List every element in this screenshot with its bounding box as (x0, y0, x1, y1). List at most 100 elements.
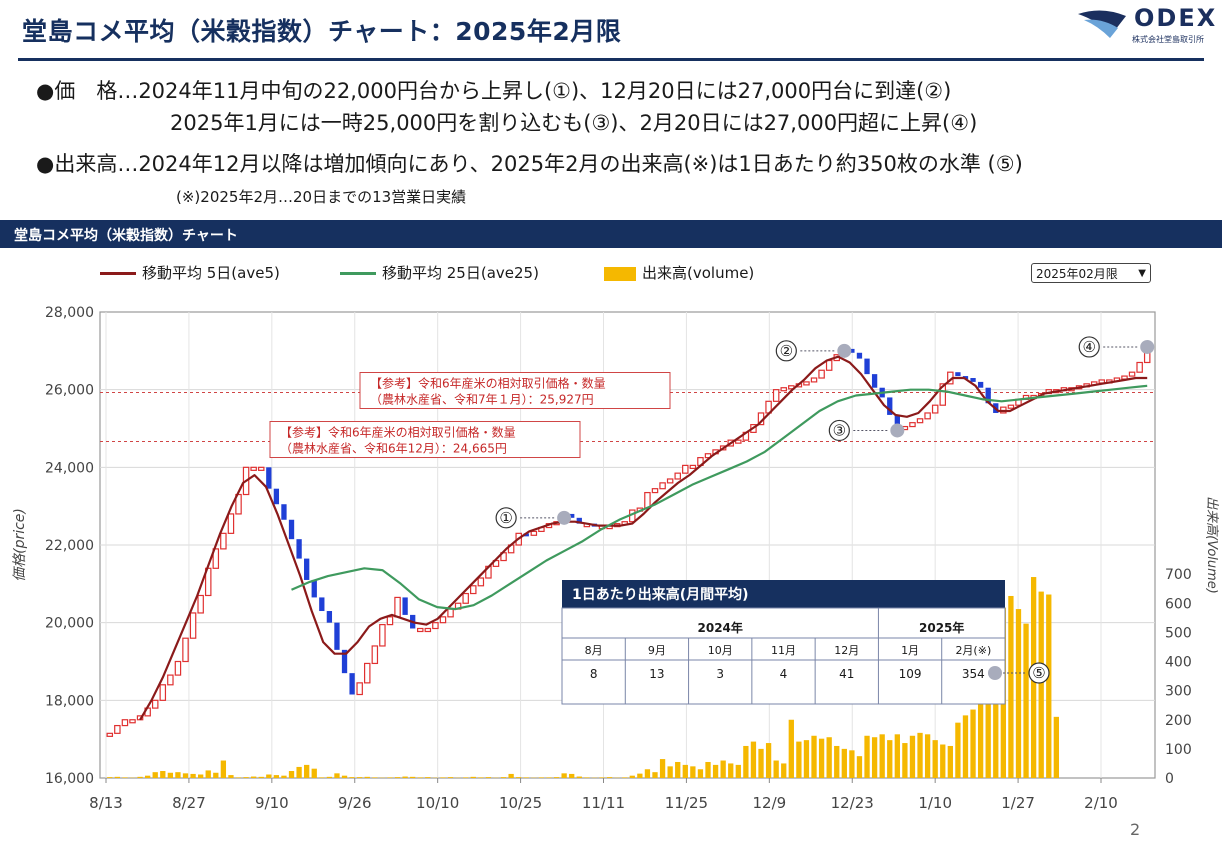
volume-bar (917, 732, 923, 778)
candle-up (492, 559, 500, 567)
y-tick-label: 16,000 (45, 771, 94, 787)
candle-up (1053, 389, 1060, 394)
volume-bar (818, 738, 825, 778)
candle-up (704, 453, 712, 459)
candle-up (530, 530, 538, 536)
volume-bar (372, 777, 378, 778)
x-tick-label: 8/27 (172, 794, 206, 812)
volume-bar (796, 741, 802, 778)
volume-bar (887, 740, 893, 778)
candle-up (1060, 387, 1068, 392)
volume-bar (144, 775, 151, 778)
volume-bar (667, 766, 673, 778)
volume-bar (652, 772, 658, 778)
y-tick-label: 26,000 (45, 383, 94, 399)
candle-up (242, 466, 250, 496)
volume-bar (122, 777, 128, 778)
volume-bar (629, 775, 635, 778)
candle-up (818, 369, 825, 379)
y-axis-title: 価格(price) (12, 508, 28, 582)
volume-bar (508, 773, 514, 778)
ma25-line (291, 384, 1148, 611)
volume-bar (758, 748, 764, 778)
candle-up (833, 354, 840, 362)
volume-tick-label: 400 (1165, 655, 1192, 671)
candle-up (621, 521, 628, 526)
volume-bar (712, 764, 719, 778)
volume-bar (235, 777, 242, 778)
candle-up (182, 637, 189, 663)
candle-up (750, 424, 757, 433)
volume-bar (137, 776, 143, 778)
volume-bar (841, 748, 847, 778)
annotation-circle (495, 507, 517, 529)
candle-up (417, 627, 424, 633)
candle-up (545, 523, 553, 529)
volume-bar (258, 776, 264, 778)
logo-wordmark: ODEX (1134, 4, 1218, 32)
candle-up (939, 383, 947, 406)
volume-bar (705, 761, 711, 778)
volume-bar (251, 776, 257, 778)
volume-bar (879, 734, 885, 778)
plot-area (99, 311, 1156, 779)
candle-down (864, 358, 870, 375)
x-tick-label: 10/10 (416, 794, 459, 812)
volume-tick-label: 100 (1165, 742, 1192, 758)
volume-tick-label: 500 (1165, 625, 1192, 641)
x-tick-label: 12/9 (752, 794, 786, 812)
volume-bar (485, 777, 492, 778)
volume-bar (720, 760, 726, 778)
volume-bar (220, 760, 227, 778)
x-tick-label: 2/10 (1084, 794, 1118, 812)
candle-down (871, 374, 878, 388)
contract-month-select[interactable]: 2025年02月限 ▼ (1031, 263, 1151, 283)
candle-down (576, 517, 582, 524)
candle-up (810, 377, 818, 383)
candle-up (841, 348, 848, 356)
candle-up (500, 552, 507, 562)
volume-bar (644, 769, 651, 778)
volume-bar (856, 756, 863, 778)
candle-up (462, 592, 469, 604)
candle-up (1000, 406, 1007, 414)
candle-up (689, 464, 697, 469)
table-value-cell: 4 (780, 667, 788, 681)
candle-up (257, 466, 265, 471)
title-underline (18, 58, 1204, 61)
chart-section-label: 堂島コメ平均（米穀指数）チャート (14, 228, 238, 244)
annotation-marker (837, 343, 852, 358)
volume-bar (273, 775, 280, 778)
volume-swatch (604, 266, 636, 281)
candle-down (410, 614, 416, 629)
candle-up (1136, 361, 1143, 373)
volume-bar (160, 771, 166, 778)
volume-bar (243, 777, 249, 778)
volume-bar (349, 777, 355, 778)
y-tick-label: 18,000 (45, 693, 94, 709)
candle-up (553, 521, 560, 526)
candle-down (334, 622, 340, 650)
volume-bar (985, 652, 991, 778)
candle-down (856, 352, 863, 359)
candle-up (598, 524, 606, 530)
candle-down (311, 579, 317, 598)
volume-bar (470, 776, 476, 778)
volume-bar (1008, 595, 1014, 778)
x-tick-label: 11/25 (665, 794, 708, 812)
candle-up (114, 724, 121, 734)
candle-up (151, 699, 159, 709)
table-month-cell: 8月 (585, 644, 603, 657)
candle-down (326, 611, 333, 623)
volume-bar (538, 777, 545, 778)
candle-up (644, 491, 651, 509)
volume-bar (425, 777, 431, 778)
candle-up (682, 464, 689, 474)
volume-tick-label: 600 (1165, 596, 1192, 612)
candle-up (901, 425, 909, 431)
legend-volume: 出来高(volume) (604, 262, 754, 283)
volume-axis-title: 出来高(Volume) (1204, 496, 1219, 594)
volume-bar (826, 737, 832, 778)
candle-down (341, 649, 348, 674)
candle-up (538, 526, 545, 533)
